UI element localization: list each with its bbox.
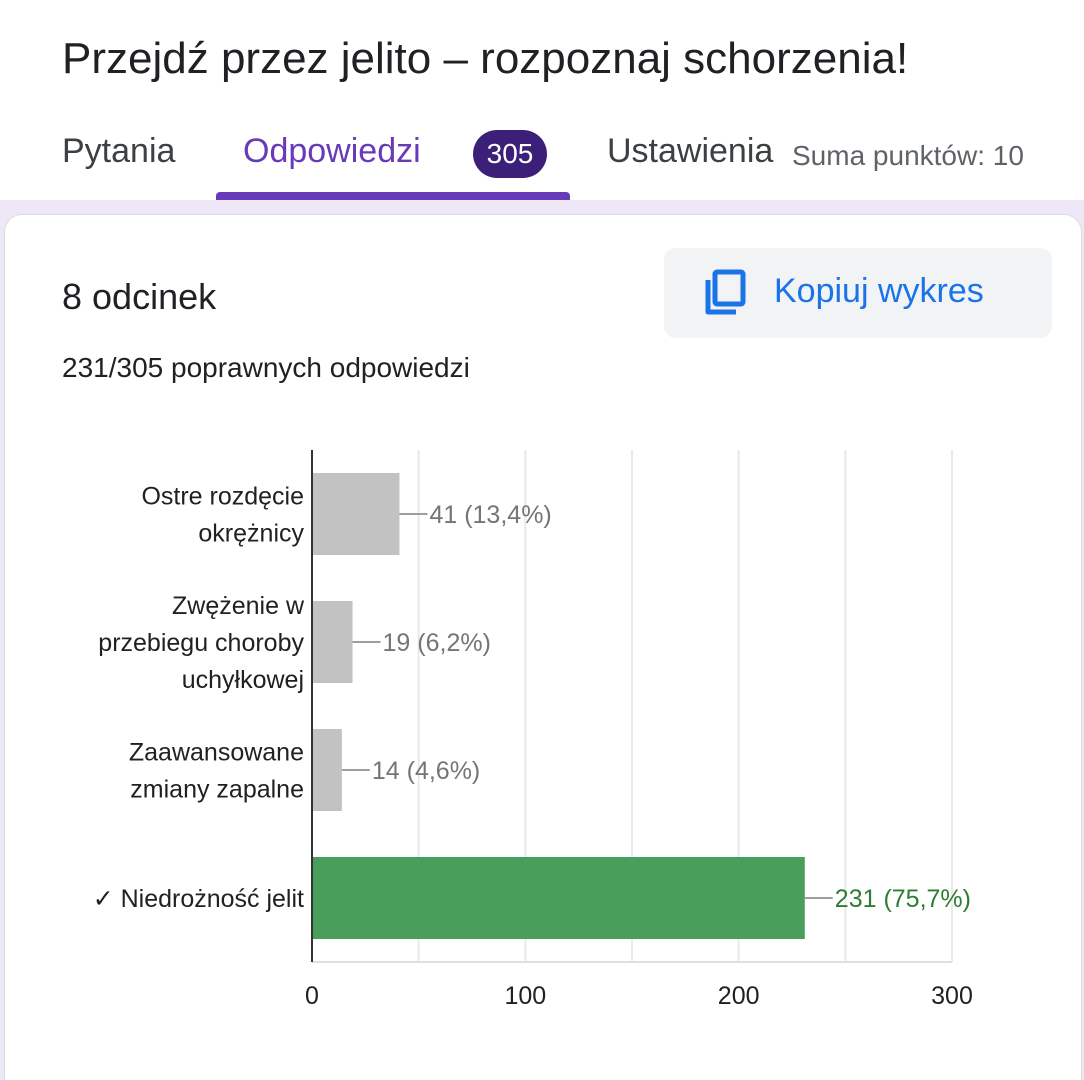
active-tab-indicator [216, 192, 570, 200]
copy-chart-button[interactable]: Kopiuj wykres [664, 248, 1052, 338]
tab-questions[interactable]: Pytania [62, 132, 176, 170]
chart-data-label: 14 (4,6%) [372, 757, 480, 785]
copy-chart-label: Kopiuj wykres [774, 272, 984, 310]
correct-answers-summary: 231/305 poprawnych odpowiedzi [62, 352, 470, 383]
copy-icon [705, 269, 746, 315]
chart-x-tick-label: 300 [931, 982, 973, 1010]
tab-responses[interactable]: Odpowiedzi [243, 132, 421, 170]
responses-count-badge: 305 [473, 130, 547, 178]
chart-bar-correct [312, 857, 805, 939]
chart-data-label: 41 (13,4%) [429, 501, 551, 529]
chart-data-label: 19 (6,2%) [383, 629, 491, 657]
chart-data-label: 231 (75,7%) [835, 885, 971, 913]
form-header: Przejdź przez jelito – rozpoznaj schorze… [0, 0, 1084, 200]
chart-category-label: ✓ Niedrożność jelit [93, 885, 304, 913]
form-title: Przejdź przez jelito – rozpoznaj schorze… [62, 34, 909, 83]
chart-x-tick-label: 200 [718, 982, 760, 1010]
chart-x-tick-label: 0 [305, 982, 319, 1010]
chart-bar [312, 601, 353, 683]
chart-bar [312, 473, 400, 555]
chart-category-label: Ostre rozdęcie okrężnicy [141, 483, 304, 548]
tab-settings[interactable]: Ustawienia [607, 132, 774, 170]
chart-category-label: Zwężenie w przebiegu choroby uchyłkowej [98, 592, 305, 694]
chart-x-tick-label: 100 [504, 982, 546, 1010]
points-total: Suma punktów: 10 [792, 140, 1024, 171]
question-title: 8 odcinek [62, 276, 217, 317]
chart-category-label: Zaawansowane zmiany zapalne [129, 739, 304, 804]
chart-bar [312, 729, 342, 811]
